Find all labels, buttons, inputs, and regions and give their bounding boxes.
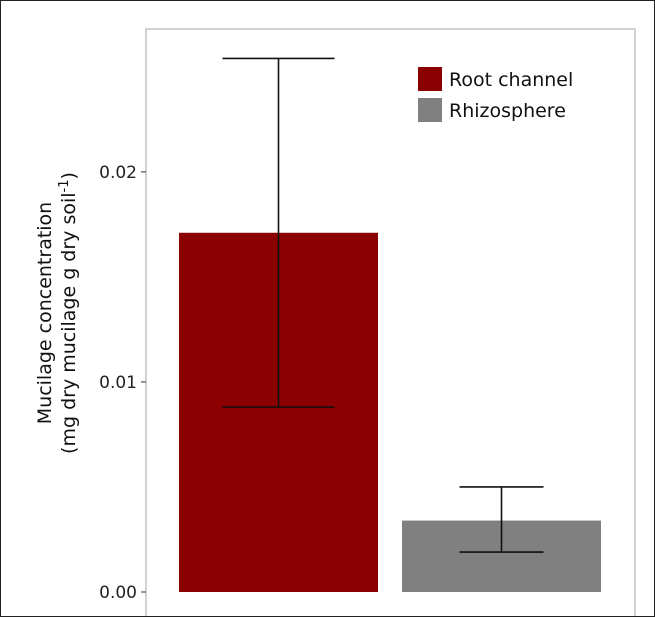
y-axis-title-exponent: -1 (57, 179, 72, 192)
legend-label: Root channel (449, 69, 573, 91)
y-tick-label: 0.00 (99, 583, 137, 603)
legend-label: Rhizosphere (449, 100, 566, 122)
error-bar-root-channel (222, 57, 335, 408)
y-axis-title-close: ) (58, 172, 80, 179)
y-tick-label: 0.02 (99, 163, 137, 183)
y-axis-title-line2: (mg dry mucilage g dry soil-1) (57, 172, 81, 454)
error-bar-rhizosphere (459, 486, 544, 553)
y-axis-title-units: (mg dry mucilage g dry soil (58, 192, 80, 454)
y-tick-label: 0.01 (99, 373, 137, 393)
legend-swatch (418, 67, 442, 91)
legend: Root channel Rhizosphere (418, 67, 573, 122)
y-axis-title-line1: Mucilage concentration (34, 202, 56, 424)
legend-swatch (418, 98, 442, 122)
